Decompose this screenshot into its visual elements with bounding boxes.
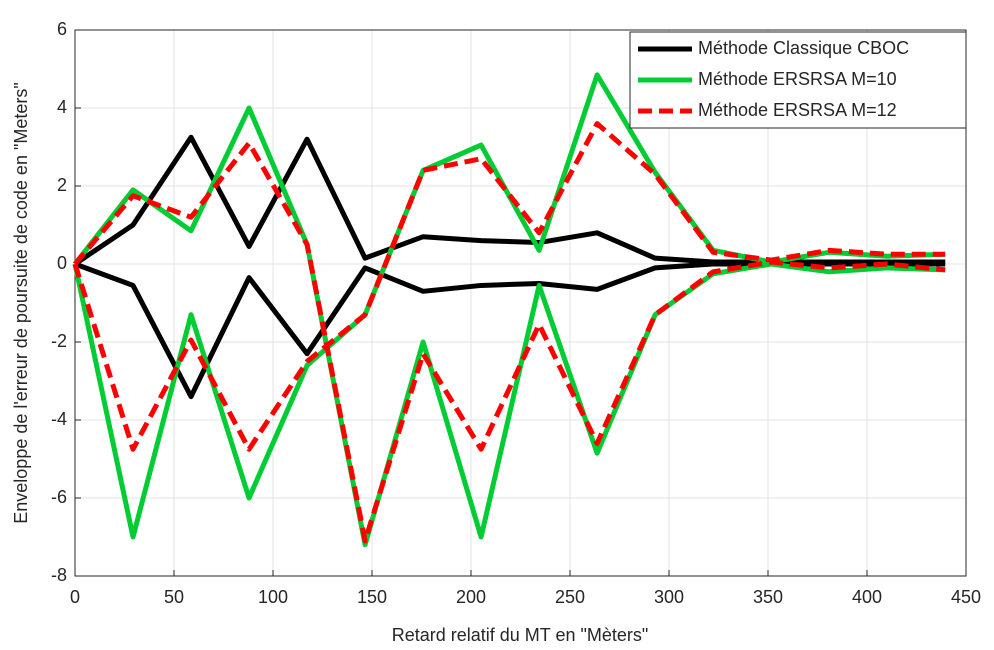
y-tick-label: 2	[57, 175, 67, 195]
y-tick-label: -2	[51, 331, 67, 351]
y-tick-label: -8	[51, 565, 67, 585]
x-tick-label: 50	[164, 587, 184, 607]
plot-frame	[74, 29, 967, 577]
x-tick-label: 400	[852, 587, 882, 607]
legend-label: Méthode Classique CBOC	[698, 38, 909, 58]
x-tick-label: 300	[654, 587, 684, 607]
x-tick-label: 200	[456, 587, 486, 607]
x-tick-label: 250	[555, 587, 585, 607]
x-tick-label: 100	[258, 587, 288, 607]
y-axis-label: Enveloppe de l'erreur de poursuite de co…	[11, 82, 31, 523]
legend-label: Méthode ERSRSA M=12	[698, 100, 897, 120]
y-tick-label: -4	[51, 409, 67, 429]
y-tick-label: 4	[57, 97, 67, 117]
x-tick-label: 450	[951, 587, 981, 607]
y-tick-label: 6	[57, 19, 67, 39]
series-line	[73, 105, 946, 548]
x-tick-label: 150	[357, 587, 387, 607]
y-tick-label: 0	[57, 253, 67, 273]
y-tick-label: -6	[51, 487, 67, 507]
x-tick-label: 0	[70, 587, 80, 607]
series-line	[73, 140, 946, 544]
legend-label: Méthode ERSRSA M=10	[698, 69, 897, 89]
x-tick-label: 350	[753, 587, 783, 607]
x-axis-label: Retard relatif du MT en "Mèters"	[392, 625, 649, 645]
series-line	[72, 121, 946, 452]
